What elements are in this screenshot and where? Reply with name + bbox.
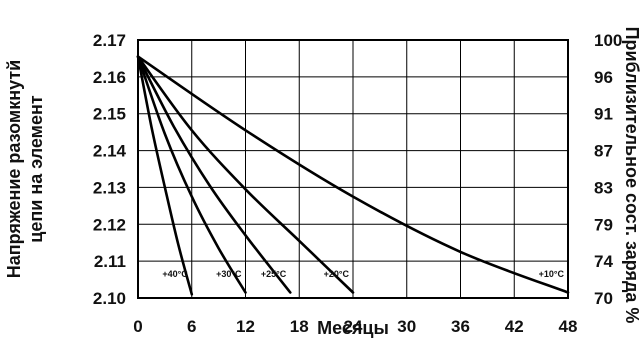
x-tick-label: 24 [344, 317, 363, 336]
series-line [136, 55, 247, 294]
y-tick-label: 2.16 [93, 68, 126, 87]
y2-tick-label: 87 [594, 142, 613, 161]
series-label: +40°C [162, 269, 188, 279]
x-axis-title: Месяцы [317, 318, 389, 338]
y2-tick-label: 83 [594, 178, 613, 197]
series-label: +30°C [216, 269, 242, 279]
y2-tick-label: 70 [594, 289, 613, 308]
y-axis-title-line1: Напряжение разомкнутй [4, 60, 24, 278]
y-tick-label: 2.14 [93, 142, 127, 161]
y-tick-label: 2.13 [93, 178, 126, 197]
series-line [136, 55, 292, 294]
y2-tick-label: 74 [594, 252, 613, 271]
series-label: +25°C [261, 269, 287, 279]
x-tick-label: 30 [397, 317, 416, 336]
series-line [136, 55, 194, 296]
plot-frame [137, 39, 569, 299]
x-tick-label: 6 [187, 317, 196, 336]
y2-tick-label: 100 [594, 31, 622, 50]
x-tick-label: 0 [133, 317, 142, 336]
series-line [136, 55, 355, 294]
x-tick-label: 36 [451, 317, 470, 336]
y-tick-label: 2.17 [93, 31, 126, 50]
series-line [136, 55, 570, 294]
series-labels: +40°C +30°C +25°C +20°C +10°C [162, 269, 564, 279]
y2-axis-ticks: 70 74 79 83 87 91 96 100 [594, 31, 622, 308]
y2-tick-label: 91 [594, 105, 613, 124]
x-tick-label: 12 [236, 317, 255, 336]
y-tick-label: 2.10 [93, 289, 126, 308]
x-tick-label: 48 [559, 317, 578, 336]
y2-axis-title: Приблизительное сост. заряда % [622, 27, 642, 324]
x-tick-label: 18 [290, 317, 309, 336]
y2-tick-label: 79 [594, 215, 613, 234]
y2-tick-label: 96 [594, 68, 613, 87]
series-label: +20°C [324, 269, 350, 279]
series-lines [136, 55, 570, 296]
y-tick-label: 2.11 [94, 252, 126, 271]
series-label: +10°C [539, 269, 565, 279]
x-tick-label: 42 [505, 317, 524, 336]
y-axis-ticks: 2.10 2.11 2.12 2.13 2.14 2.15 2.16 2.17 [93, 31, 127, 308]
grid [137, 39, 569, 299]
y-axis-title-line2: цепи на элемент [26, 95, 46, 243]
y-tick-label: 2.15 [93, 105, 126, 124]
y-tick-label: 2.12 [93, 215, 126, 234]
x-axis-ticks: 0 6 12 18 24 30 36 42 48 [133, 317, 577, 336]
